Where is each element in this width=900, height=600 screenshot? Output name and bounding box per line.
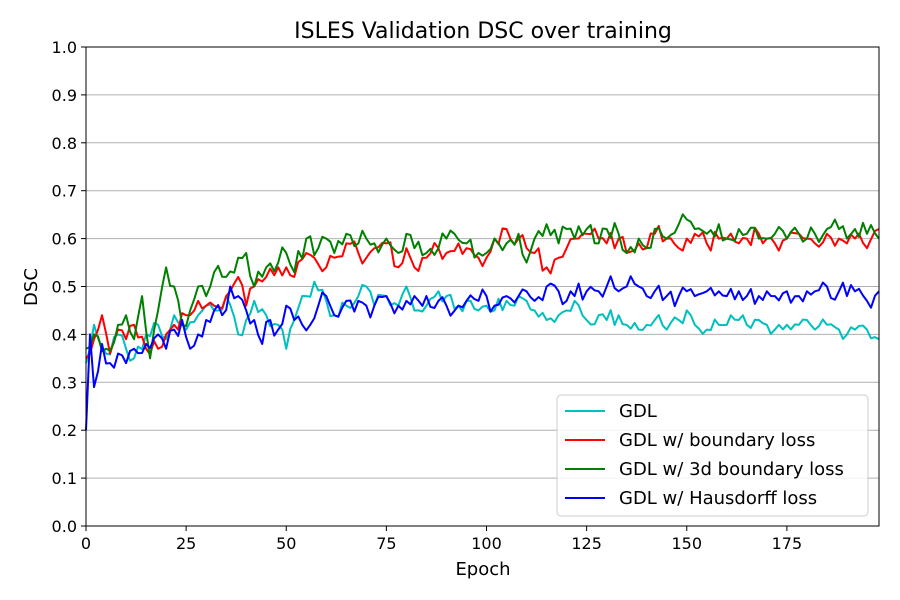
y-tick-label: 0.1 [52,469,77,488]
x-tick-label: 25 [176,534,196,553]
y-tick-label: 0.5 [52,278,77,297]
chart-title: ISLES Validation DSC over training [294,19,672,44]
y-tick-label: 0.2 [52,421,77,440]
x-axis-label: Epoch [455,559,510,580]
legend-box [556,394,869,517]
y-tick-label: 0.8 [52,134,77,153]
legend-label-0: GDL [619,401,657,422]
x-tick-label: 50 [276,534,296,553]
legend-label-3: GDL w/ Hausdorff loss [619,488,817,509]
y-tick-label: 0.4 [52,325,77,344]
legend-label-2: GDL w/ 3d boundary loss [619,459,844,480]
y-tick-label: 0.7 [52,182,77,201]
y-tick-label: 0.3 [52,373,77,392]
x-tick-label: 175 [772,534,803,553]
ticks: 0.0 0.1 0.2 0.3 0.4 0.5 0.6 0.7 0.8 0.9 1.0 0 25 50 75… [52,38,803,553]
y-tick-label: 0.0 [52,517,77,536]
legend-label-1: GDL w/ boundary loss [619,430,815,451]
grid [86,94,879,479]
y-tick-label: 0.9 [52,86,77,105]
y-tick-label: 0.6 [52,230,77,249]
y-tick-label: 1.0 [52,38,77,57]
y-axis-label: DSC [21,268,42,306]
x-tick-label: 100 [471,534,502,553]
x-tick-label: 0 [81,534,91,553]
x-tick-label: 75 [376,534,396,553]
series-line-0 [85,280,880,364]
x-tick-label: 150 [671,534,702,553]
series-line-3 [85,275,880,431]
series-lines [85,213,880,431]
series-line-2 [85,213,880,360]
x-tick-label: 125 [571,534,602,553]
legend: GDL GDL w/ boundary loss GDL w/ 3d boundar… [556,394,869,517]
